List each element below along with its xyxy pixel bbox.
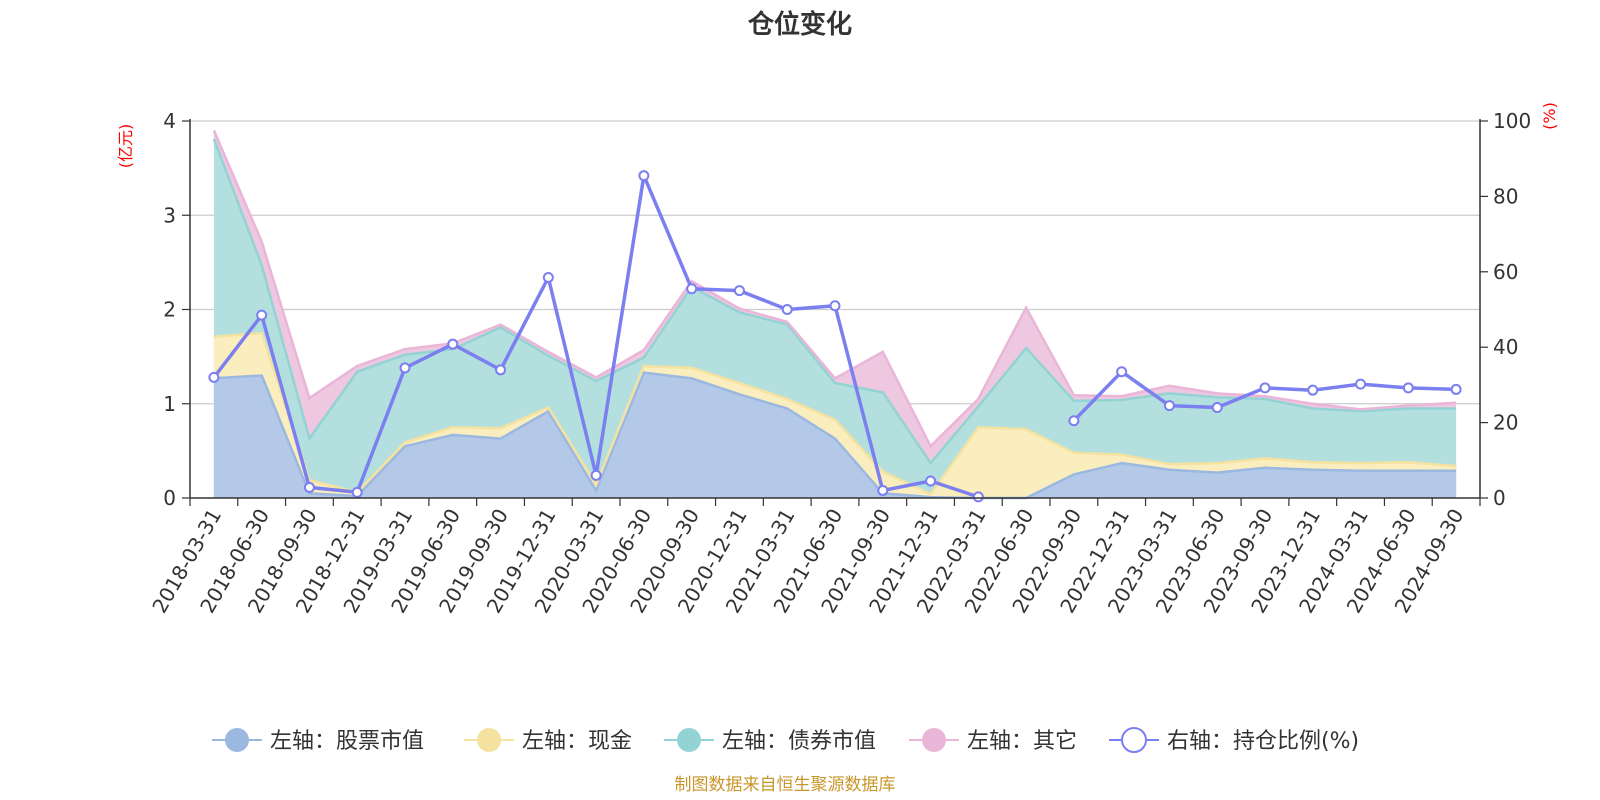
left-tick-label: 1 — [163, 392, 176, 416]
ratio-point — [256, 309, 268, 321]
ratio-point — [208, 371, 220, 383]
right-tick-label: 100 — [1493, 109, 1531, 133]
ratio-point — [638, 170, 650, 182]
right-tick-label: 40 — [1493, 335, 1518, 359]
left-tick-label: 4 — [163, 109, 176, 133]
ratio-line — [208, 170, 1462, 503]
left-tick-label: 0 — [163, 486, 176, 510]
legend-label: 右轴：持仓比例(%) — [1167, 729, 1359, 754]
ratio-point — [1450, 383, 1462, 395]
area-左轴：债券市值 — [213, 138, 1457, 498]
ratio-point — [1116, 366, 1128, 378]
ratio-point — [781, 304, 793, 315]
ratio-point — [590, 469, 602, 481]
ratio-point — [972, 491, 984, 503]
area-edge-左轴：债券市值 — [212, 138, 1457, 466]
ratio-point — [495, 364, 507, 376]
legend-marker — [225, 728, 249, 752]
left-tick-label: 3 — [163, 203, 176, 227]
ratio-point — [829, 300, 841, 312]
ratio-point — [303, 481, 315, 493]
right-tick-label: 20 — [1493, 411, 1518, 435]
ratio-point — [1068, 415, 1080, 427]
right-tick-label: 0 — [1493, 486, 1506, 510]
ratio-point — [1211, 402, 1223, 414]
right-axis-unit: (%) — [1540, 102, 1559, 130]
ratio-point — [447, 338, 459, 350]
ratio-point — [1355, 378, 1367, 390]
area-edge-左轴：现金 — [213, 331, 1457, 496]
ratio-point — [925, 475, 937, 487]
right-tick-label: 60 — [1493, 260, 1518, 284]
legend-label: 左轴：股票市值 — [270, 729, 424, 754]
ratio-point — [733, 285, 745, 297]
legend-marker — [477, 728, 501, 752]
legend-label: 左轴：其它 — [967, 729, 1077, 754]
right-tick-label: 80 — [1493, 184, 1518, 208]
legend-marker — [1121, 727, 1147, 753]
legend-label: 左轴：现金 — [522, 729, 632, 754]
legend-marker — [677, 728, 701, 752]
ratio-point — [877, 484, 889, 496]
axes: 012340204060801002018-03-312018-06-30201… — [147, 109, 1531, 617]
ratio-point — [686, 283, 698, 295]
ratio-point — [351, 486, 363, 498]
ratio-point — [1402, 382, 1414, 394]
area-edge-左轴：股票市值 — [213, 371, 1457, 500]
ratio-point — [1259, 382, 1271, 394]
legend-label: 左轴：债券市值 — [722, 729, 876, 754]
ratio-point — [542, 271, 554, 283]
legend-marker — [922, 728, 946, 752]
left-tick-label: 2 — [163, 298, 176, 322]
left-axis-unit: (亿元) — [116, 124, 135, 169]
ratio-point — [1307, 384, 1319, 396]
ratio-point — [399, 362, 411, 374]
legend: 左轴：股票市值 左轴：现金 左轴：债券市值 左轴：其它 右轴：持仓比例(%) — [212, 727, 1359, 754]
stacked-areas — [212, 129, 1457, 500]
chart-title: 仓位变化 — [747, 9, 852, 40]
ratio-point — [1163, 400, 1175, 412]
source-note: 制图数据来自恒生聚源数据库 — [675, 775, 896, 795]
